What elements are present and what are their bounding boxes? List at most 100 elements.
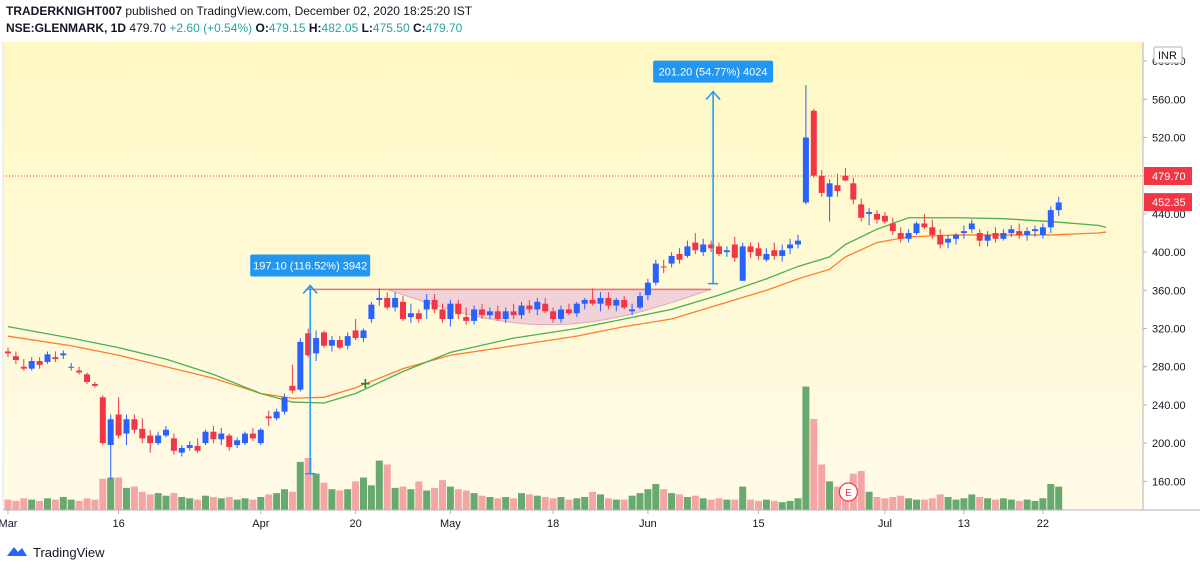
- measure-arrow-head: [705, 90, 721, 101]
- candle-body: [976, 233, 983, 241]
- low-label: L:: [361, 21, 373, 35]
- candle-body: [336, 339, 343, 348]
- volume-bar: [676, 494, 683, 510]
- volume-bar: [668, 493, 676, 510]
- volume-bar: [502, 497, 510, 510]
- x-tick-label: May: [440, 518, 461, 530]
- candle-body: [76, 370, 83, 373]
- volume-bar: [399, 486, 407, 510]
- volume-bar: [1023, 499, 1031, 510]
- volume-bar: [905, 498, 913, 510]
- candle-body: [242, 433, 248, 444]
- candle-body: [842, 175, 849, 181]
- candle-body: [36, 361, 43, 365]
- volume-bar: [747, 499, 755, 510]
- candle-body: [850, 183, 857, 200]
- candle-body: [739, 246, 746, 281]
- candle-body: [107, 419, 114, 446]
- candle-body: [297, 341, 304, 390]
- candle-body: [471, 309, 478, 321]
- volume-bar: [715, 498, 723, 510]
- publish-line: TRADERKNIGHT007 published on TradingView…: [6, 4, 472, 18]
- candle-body: [115, 414, 122, 436]
- candle-body: [60, 353, 67, 356]
- volume-bar: [699, 498, 707, 510]
- volume-bar: [123, 487, 130, 510]
- volume-bar: [249, 499, 257, 510]
- candle-body: [929, 227, 936, 235]
- volume-bar: [352, 481, 360, 510]
- volume-bar: [992, 499, 999, 510]
- volume-bar: [328, 489, 336, 510]
- volume-bar: [439, 480, 446, 510]
- measure-arrow-head: [302, 284, 318, 295]
- candle-body: [463, 317, 470, 321]
- candle-body: [249, 433, 256, 439]
- volume-bar: [1047, 484, 1055, 510]
- volume-bar: [320, 482, 328, 510]
- volume-bar: [494, 498, 502, 510]
- volume-bar: [913, 499, 920, 510]
- candle-body: [486, 311, 493, 316]
- volume-bar: [525, 494, 533, 510]
- volume-bar: [209, 497, 217, 510]
- volume-bar: [589, 491, 597, 510]
- volume-bar: [936, 494, 944, 510]
- candle-body: [202, 431, 209, 444]
- volume-bar: [691, 495, 699, 510]
- volume-bar: [565, 499, 573, 510]
- candle-body: [170, 438, 177, 451]
- candle-body: [265, 416, 272, 419]
- volume-bar: [897, 495, 905, 510]
- candle-body: [52, 357, 59, 360]
- candle-body: [305, 333, 312, 356]
- price-axis-label: 452.35: [1152, 197, 1186, 209]
- volume-bar: [415, 481, 423, 510]
- price-chart[interactable]: 160.00 200.00 240.00 280.00 320.00 360.00 400.…: [0, 0, 1200, 536]
- candle-body: [818, 175, 825, 193]
- open-value: 479.15: [268, 21, 306, 35]
- candle-body: [44, 354, 51, 362]
- candle-body: [455, 303, 462, 315]
- volume-bar: [541, 497, 549, 510]
- volume-bar: [628, 495, 636, 510]
- symbol-label[interactable]: NSE:GLENMARK, 1D: [6, 21, 127, 35]
- volume-bar: [367, 485, 375, 510]
- author-name[interactable]: TRADERKNIGHT007: [6, 4, 123, 18]
- y-tick-label: 520.00: [1152, 133, 1186, 145]
- candle-body: [1039, 227, 1046, 235]
- tradingview-logo-icon[interactable]: [6, 544, 28, 558]
- volume-bar: [581, 497, 589, 510]
- volume-bar: [462, 490, 470, 510]
- volume-bar: [4, 499, 12, 510]
- candle-body: [953, 234, 959, 239]
- close-value: 479.70: [425, 21, 463, 35]
- volume-bar: [518, 493, 525, 510]
- candle-body: [186, 445, 193, 448]
- volume-bar: [107, 477, 115, 510]
- candle-body: [637, 296, 643, 308]
- candle-body: [763, 254, 770, 260]
- candle-body: [20, 366, 27, 369]
- ema-fast-line: [7, 217, 1107, 404]
- candle-body: [281, 397, 288, 412]
- x-tick-label: Apr: [252, 518, 269, 530]
- candle-body: [384, 297, 391, 308]
- candle-body: [360, 330, 367, 339]
- candle-body: [597, 297, 604, 304]
- volume-bar: [486, 497, 494, 510]
- tradingview-brand[interactable]: TradingView: [33, 545, 105, 560]
- candle-body: [226, 435, 233, 447]
- currency-badge: [1153, 46, 1183, 64]
- volume-bar: [138, 491, 146, 510]
- volume-bar: [186, 498, 194, 510]
- candle-body: [344, 336, 351, 346]
- volume-bar: [115, 477, 123, 510]
- volume-bar: [217, 498, 225, 510]
- candle-body: [826, 183, 833, 197]
- candle-body: [178, 447, 185, 453]
- candle-body: [613, 299, 620, 306]
- y-tick-label: 560.00: [1152, 94, 1186, 106]
- candle-body: [945, 238, 952, 243]
- candle-body: [874, 213, 880, 220]
